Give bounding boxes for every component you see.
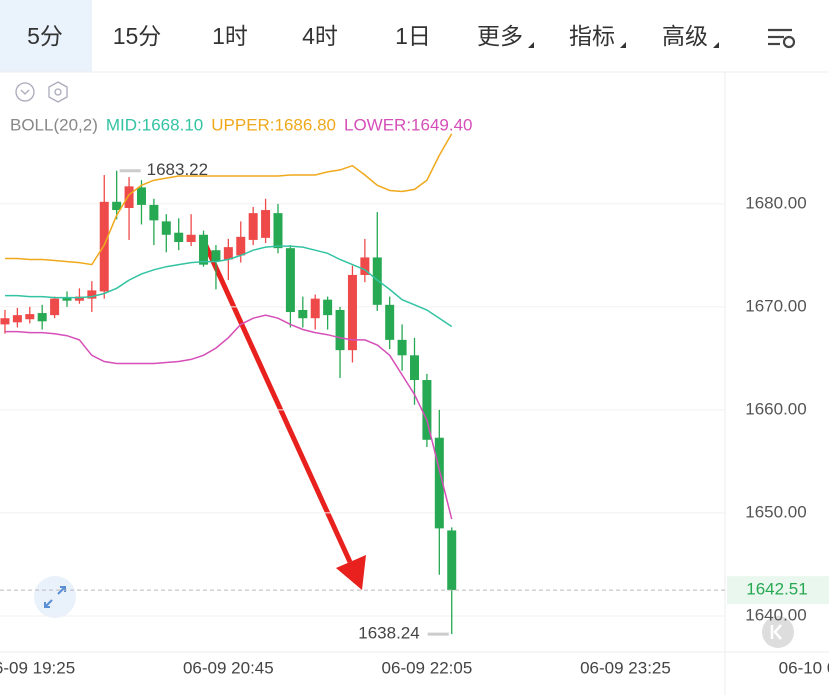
candle-body: [335, 309, 345, 351]
candle-body: [211, 250, 221, 262]
y-tick-label: 1670.00: [745, 296, 806, 315]
tab[interactable]: 指标: [569, 23, 615, 49]
trend-arrow: [199, 235, 366, 590]
candle-body: [273, 213, 283, 249]
candle-body: [0, 318, 10, 325]
candle-body: [174, 232, 184, 242]
indicator-legend: UPPER:1686.80: [211, 115, 336, 134]
candle-body: [323, 299, 333, 316]
x-tick-label: 06-09 20:45: [183, 658, 274, 677]
tab-dropdown-mark: [713, 42, 719, 48]
candle-body: [236, 236, 246, 256]
candle-body: [347, 274, 357, 351]
indicator-label: BOLL(20,2): [10, 115, 98, 134]
x-tick-label: 06-10 00:45: [779, 658, 829, 677]
y-tick-label: 1640.00: [745, 605, 806, 624]
candle-body: [25, 314, 35, 320]
tab[interactable]: 更多: [477, 23, 523, 49]
candle-body: [397, 339, 407, 356]
tab-dropdown-mark: [528, 42, 534, 48]
candle-body: [447, 530, 457, 591]
candle-body: [422, 380, 432, 440]
x-tick-label: 06-09 23:25: [580, 658, 671, 677]
collapse-icon[interactable]: [15, 82, 35, 102]
candle-body: [161, 221, 171, 235]
candle-body: [99, 201, 109, 292]
candle-body: [310, 298, 320, 319]
candle-body: [37, 313, 47, 322]
settings-icon[interactable]: [768, 28, 796, 49]
candle-body: [186, 234, 196, 242]
candle-body: [136, 187, 146, 205]
x-tick-label: 06-09 22:05: [382, 658, 473, 677]
candle-body: [87, 290, 97, 299]
candle-body: [149, 204, 159, 221]
tab-selected-bg: [0, 0, 92, 72]
boll-line: [5, 314, 453, 520]
low-label: 1638.24: [358, 624, 419, 643]
boll-line: [5, 133, 453, 266]
candles: [0, 170, 457, 635]
candle-body: [199, 234, 209, 265]
candle-body: [434, 437, 444, 529]
tab[interactable]: 高级: [662, 23, 708, 49]
last-price-tag: [727, 576, 829, 605]
settings-hex-icon[interactable]: [48, 81, 68, 103]
high-label: 1683.22: [147, 160, 208, 179]
candle-body: [360, 257, 370, 275]
tab[interactable]: 15分: [113, 23, 162, 49]
candle-body: [298, 309, 308, 319]
candle-body: [223, 247, 233, 260]
candle-body: [12, 315, 22, 323]
y-tick-label: 1650.00: [745, 502, 806, 521]
boll-line: [5, 245, 453, 328]
indicator-legend: MID:1668.10: [106, 115, 203, 134]
expand-button[interactable]: [34, 576, 76, 618]
toolbar: [0, 0, 829, 72]
last-price-label: 1642.51: [746, 580, 807, 599]
candle-body: [50, 298, 60, 316]
candle-body: [385, 304, 395, 340]
y-tick-label: 1660.00: [745, 399, 806, 418]
tab[interactable]: 5分: [27, 23, 63, 49]
candle-body: [372, 257, 382, 305]
tab[interactable]: 1日: [395, 23, 431, 49]
indicator-legend: LOWER:1649.40: [344, 115, 473, 134]
tab[interactable]: 1时: [212, 23, 248, 49]
candle-body: [124, 186, 134, 208]
candle-body: [74, 296, 84, 301]
x-tick-label: 06-09 19:25: [0, 658, 75, 677]
candle-body: [410, 355, 419, 381]
candle-body: [285, 248, 295, 313]
candle-body: [261, 210, 271, 238]
tab[interactable]: 4时: [302, 23, 338, 49]
candle-body: [62, 297, 72, 301]
tab-dropdown-mark: [620, 42, 626, 48]
candle-body: [112, 201, 122, 211]
candle-body: [248, 213, 258, 240]
k-button[interactable]: [762, 616, 794, 648]
y-tick-label: 1680.00: [745, 193, 806, 212]
